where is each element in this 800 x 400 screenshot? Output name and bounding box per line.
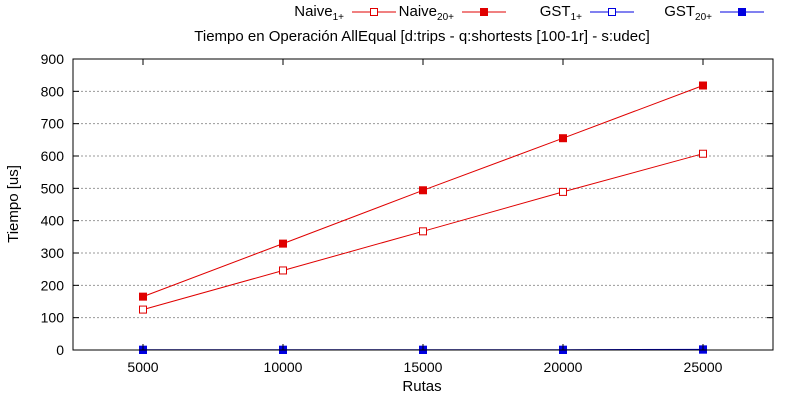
legend-entry: Naive1+ <box>294 3 396 23</box>
legend-marker <box>608 8 616 16</box>
grid <box>73 90 773 319</box>
y-tick-label: 400 <box>41 213 65 229</box>
data-point <box>279 266 287 275</box>
legend-marker <box>480 8 488 16</box>
legend-label: GST1+ <box>540 3 582 23</box>
y-tick-label: 700 <box>41 116 65 132</box>
data-point <box>559 134 567 143</box>
y-tick-label: 200 <box>41 277 65 293</box>
legend-entry: Naive20+ <box>399 3 506 23</box>
y-tick-label: 800 <box>41 83 65 99</box>
data-point <box>419 227 427 236</box>
y-axis: 0 100 200 300 400 500 600 700 800 900 <box>41 51 773 358</box>
data-point <box>559 187 567 196</box>
x-axis: 5000 10000 15000 20000 25000 <box>127 59 723 375</box>
data-point <box>139 305 147 314</box>
data-point <box>419 186 427 195</box>
x-axis-title: Rutas <box>402 378 441 395</box>
plot-area <box>139 81 707 354</box>
y-tick-label: 900 <box>41 51 65 67</box>
data-point <box>699 149 707 158</box>
series-2 <box>139 81 707 301</box>
data-point <box>699 81 707 90</box>
y-tick-label: 500 <box>41 180 65 196</box>
x-tick-label: 20000 <box>544 359 583 375</box>
data-point <box>279 239 287 248</box>
legend: Naive1+ Naive20+ GST1+ GST20+ <box>294 3 764 23</box>
legend-label: Naive1+ <box>294 3 344 23</box>
y-tick-label: 100 <box>41 310 65 326</box>
plot-frame <box>72 58 774 351</box>
y-axis-title: Tiempo [us] <box>5 165 22 243</box>
series-1 <box>139 149 707 314</box>
legend-label: Naive20+ <box>399 3 454 23</box>
chart-title: Tiempo en Operación AllEqual [d:trips - … <box>194 28 650 45</box>
x-tick-label: 5000 <box>127 359 158 375</box>
x-tick-label: 25000 <box>684 359 723 375</box>
data-point <box>139 292 147 301</box>
y-tick-label: 300 <box>41 245 65 261</box>
legend-label: GST20+ <box>664 3 712 23</box>
y-tick-label: 600 <box>41 148 65 164</box>
legend-marker <box>370 8 378 16</box>
x-tick-label: 15000 <box>404 359 443 375</box>
y-tick-label: 0 <box>56 342 64 358</box>
legend-entry: GST20+ <box>664 3 764 23</box>
legend-entry: GST1+ <box>540 3 634 23</box>
x-tick-label: 10000 <box>264 359 303 375</box>
legend-marker <box>738 8 746 16</box>
